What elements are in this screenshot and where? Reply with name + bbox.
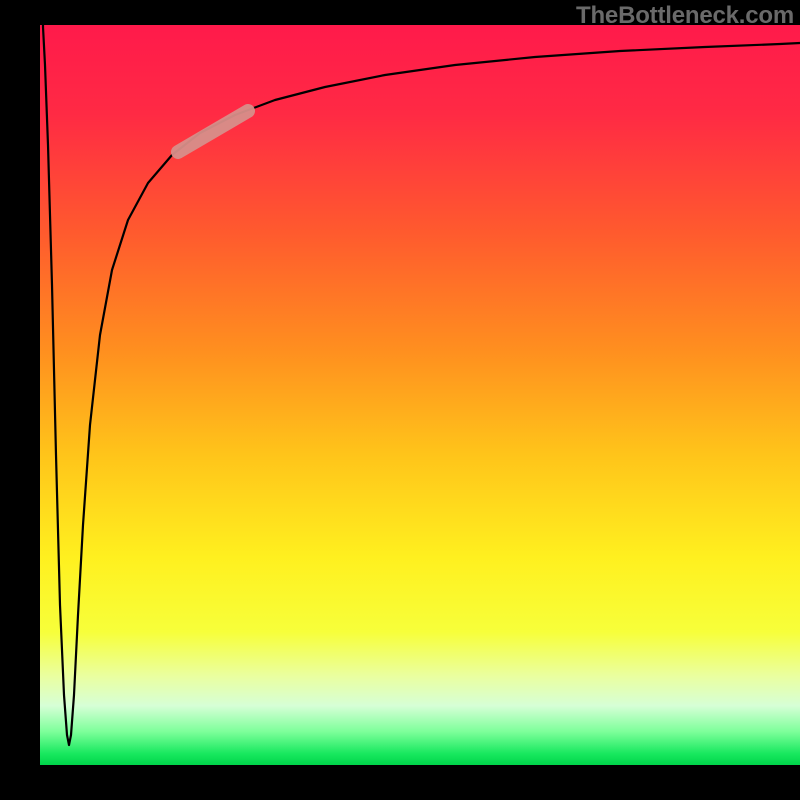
curve-layer <box>40 25 800 765</box>
plot-area <box>40 25 800 765</box>
curve-dip <box>43 25 800 745</box>
highlight-segment <box>178 111 248 152</box>
chart-frame: TheBottleneck.com <box>0 0 800 800</box>
